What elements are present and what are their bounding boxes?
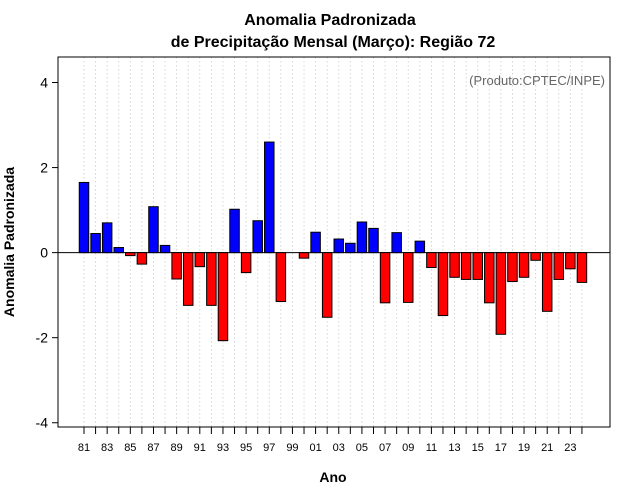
bar-1987 — [148, 206, 159, 254]
bar-2001 — [310, 231, 321, 254]
x-tick-label: 81 — [78, 442, 90, 454]
x-tick-label: 17 — [495, 442, 507, 454]
x-tick-label: 89 — [171, 442, 183, 454]
bar-1986 — [136, 252, 148, 265]
chart-title-line-1: Anomalia Padronizada — [244, 12, 416, 29]
bar-2000 — [298, 252, 310, 259]
bar-2016 — [484, 252, 495, 304]
bar-1994 — [229, 208, 240, 254]
bar-2002 — [321, 252, 333, 318]
bar-1995 — [240, 252, 252, 274]
y-tick-label: -2 — [36, 330, 49, 346]
bar-1983 — [101, 222, 113, 254]
x-tick-label: 01 — [309, 442, 321, 454]
bar-1990 — [182, 252, 194, 306]
bar-1992 — [206, 252, 217, 306]
x-tick-label: 09 — [402, 442, 414, 454]
bar-2017 — [495, 252, 507, 335]
bar-1996 — [252, 220, 263, 254]
bar-2009 — [402, 252, 414, 303]
bar-2012 — [437, 252, 449, 317]
x-axis-label: Ano — [319, 469, 346, 485]
bar-2013 — [449, 252, 460, 278]
bar-2018 — [507, 252, 518, 283]
y-tick-label: 4 — [40, 75, 48, 91]
bar-2010 — [414, 240, 426, 254]
x-tick-label: 11 — [426, 442, 437, 454]
bar-2020 — [530, 252, 541, 261]
x-axis: 81 83 85 87 89 91 93 95 97 99 01 03 05 07 09 11 13 15 17 19… — [78, 427, 583, 454]
x-tick-label: 83 — [101, 442, 113, 454]
bar-1989 — [171, 252, 182, 280]
bar-2003 — [333, 238, 345, 254]
plot-frame — [57, 56, 611, 428]
x-tick-label: 93 — [217, 442, 229, 454]
x-tick-label: 15 — [472, 442, 484, 454]
x-tick-label: 87 — [147, 442, 159, 454]
bar-1981 — [78, 181, 90, 254]
chart-title-line-2: de Precipitação Mensal (Março): Região 7… — [171, 34, 496, 51]
product-credit: (Produto:CPTEC/INPE) — [469, 73, 605, 88]
bar-1988 — [159, 244, 171, 254]
bar-2014 — [460, 252, 472, 280]
y-axis-label: Anomalia Padronizada — [1, 167, 17, 317]
bar-1998 — [275, 252, 287, 303]
bar-2022 — [553, 252, 565, 280]
x-tick-label: 05 — [356, 442, 368, 454]
x-tick-label: 85 — [124, 442, 136, 454]
bar-2004 — [345, 242, 356, 254]
bar-1984 — [113, 247, 124, 254]
x-tick-label: 23 — [564, 442, 576, 454]
bar-2024 — [576, 252, 588, 283]
bar-2008 — [391, 232, 402, 254]
x-tick-label: 07 — [379, 442, 391, 454]
bar-2021 — [541, 252, 553, 312]
bar-2006 — [368, 227, 379, 254]
x-tick-label: 91 — [194, 442, 206, 454]
bar-1985 — [125, 252, 136, 257]
x-tick-label: 19 — [518, 442, 530, 454]
x-tick-label: 99 — [286, 442, 298, 454]
bar-1991 — [194, 252, 206, 268]
x-tick-label: 21 — [541, 442, 553, 454]
bar-2015 — [472, 252, 483, 280]
bar-1993 — [217, 252, 229, 342]
x-tick-label: 03 — [333, 442, 345, 454]
bar-2007 — [379, 252, 391, 304]
x-tick-label: 95 — [240, 442, 252, 454]
bar-2005 — [356, 221, 368, 254]
y-tick-label: -4 — [36, 415, 49, 431]
bars — [78, 141, 588, 342]
y-tick-label: 2 — [40, 160, 48, 176]
bar-2019 — [518, 252, 530, 278]
x-tick-label: 13 — [448, 442, 460, 454]
y-axis: -4 -2 0 2 4 — [36, 75, 58, 431]
bar-1982 — [90, 232, 101, 254]
bar-2011 — [426, 252, 437, 269]
bar-2023 — [565, 252, 576, 270]
y-tick-label: 0 — [40, 245, 48, 261]
x-tick-label: 97 — [263, 442, 275, 454]
bar-1997 — [264, 141, 275, 254]
